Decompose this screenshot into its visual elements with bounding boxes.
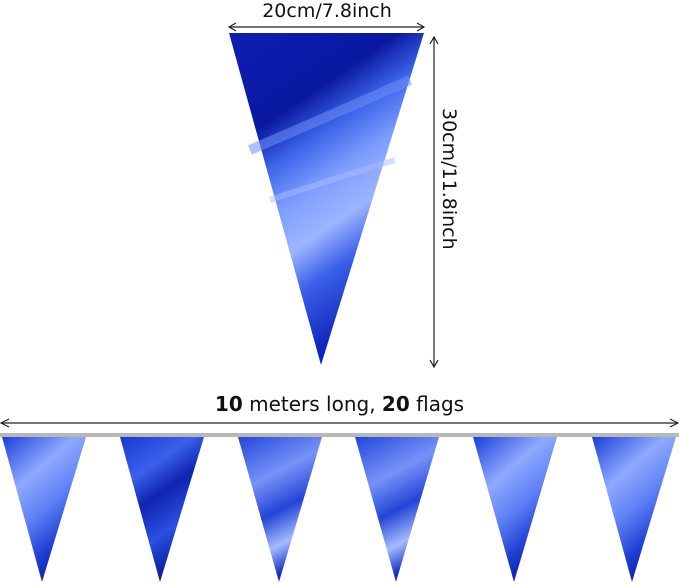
bunting-flag-4 [355,437,439,582]
bunting-flag-5 [473,437,557,582]
length-label: 10 meters long, 20 flags [0,392,679,416]
height-arrow [429,35,439,369]
rope [0,433,679,437]
flags-value: 20 [381,392,410,416]
width-arrow [227,22,426,32]
flags-text: flags [409,392,465,416]
bunting-flag-2 [120,437,204,582]
height-label: 30cm/11.8inch [438,108,460,250]
bunting-flag-3 [238,437,322,582]
length-arrow [0,418,679,428]
height-label-container: 30cm/11.8inch [428,108,468,288]
bunting-flag-1 [2,437,86,582]
bunting-flag-6 [592,437,676,582]
large-flag [229,33,424,365]
width-label: 20cm/7.8inch [262,0,392,22]
length-text: meters long, [242,392,382,416]
length-value: 10 [214,392,243,416]
